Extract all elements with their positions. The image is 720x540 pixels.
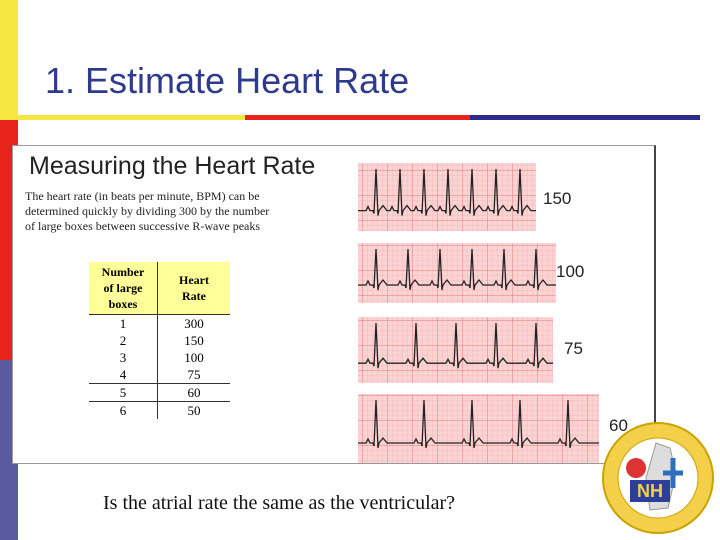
rate-table: Number of large boxes Heart Rate 1 300 2 15… (89, 262, 230, 419)
table-cell: 4 (89, 366, 158, 384)
question: Is the atrial rate the same as the ventr… (103, 492, 456, 514)
line: Number (101, 265, 145, 279)
rule (245, 115, 470, 120)
table-cell: 300 (184, 315, 204, 331)
table-body: 1 300 2 150 3 100 4 75 5 60 6 50 (89, 314, 230, 419)
description: The heart rate (in beats per minute, BPM… (25, 189, 269, 234)
logo-plate (630, 480, 670, 502)
table-cell: 50 (187, 402, 201, 418)
table-cell: 75 (157, 366, 230, 384)
line: determined quickly by dividing 300 by th… (25, 204, 270, 218)
line: Heart (179, 273, 209, 287)
logo-text: NH (637, 481, 663, 501)
line: The heart rate (in beats per minute, BPM… (25, 189, 260, 203)
rule (470, 115, 700, 120)
strip-label: 100 (556, 262, 584, 281)
star-of-life (663, 458, 683, 488)
table-row: 4 75 (89, 366, 230, 384)
table-cell: 150 (184, 332, 204, 348)
table-cell: 60 (157, 383, 230, 402)
line: Rate (182, 289, 206, 303)
rule (18, 115, 245, 120)
header-cell: Heart Rate (157, 262, 230, 315)
table-row: 3 100 (89, 349, 230, 366)
table-row: 5 60 (89, 383, 230, 402)
ecg-trace (358, 168, 536, 216)
slide-title: 1. Estimate Heart Rate (45, 60, 410, 101)
line: of large (103, 281, 143, 295)
header-cell: Number of large boxes (89, 262, 158, 315)
strip-label: 75 (564, 339, 583, 358)
ecg-trace (358, 322, 553, 369)
logo: NH (602, 422, 714, 534)
figure-heading: Measuring the Heart Rate (29, 152, 316, 180)
table-cell: 6 (89, 401, 158, 419)
table-cell: 3 (89, 349, 158, 366)
ecg-grid (358, 243, 556, 303)
ecg-trace (358, 248, 556, 291)
strip-label: 150 (543, 189, 571, 208)
ecg-grid (358, 394, 599, 463)
emblem (626, 458, 646, 478)
table-row: 2 150 (89, 332, 230, 349)
ecg-strips: 150 100 75 60 (358, 163, 628, 463)
table-row: 1 300 (89, 314, 230, 332)
ecg-trace (358, 399, 599, 449)
line: of large boxes between successive R-wave… (25, 219, 261, 233)
table-cell: 100 (184, 349, 204, 365)
side-bar (0, 0, 18, 120)
table-cell: 1 (89, 314, 158, 332)
table-row: 6 50 (89, 401, 230, 419)
figure: Measuring the Heart Rate The heart rate … (12, 145, 656, 464)
line: boxes (108, 297, 138, 311)
table-cell: 2 (89, 332, 158, 349)
table-cell: 5 (89, 383, 158, 402)
strip-label: 60 (609, 416, 628, 435)
